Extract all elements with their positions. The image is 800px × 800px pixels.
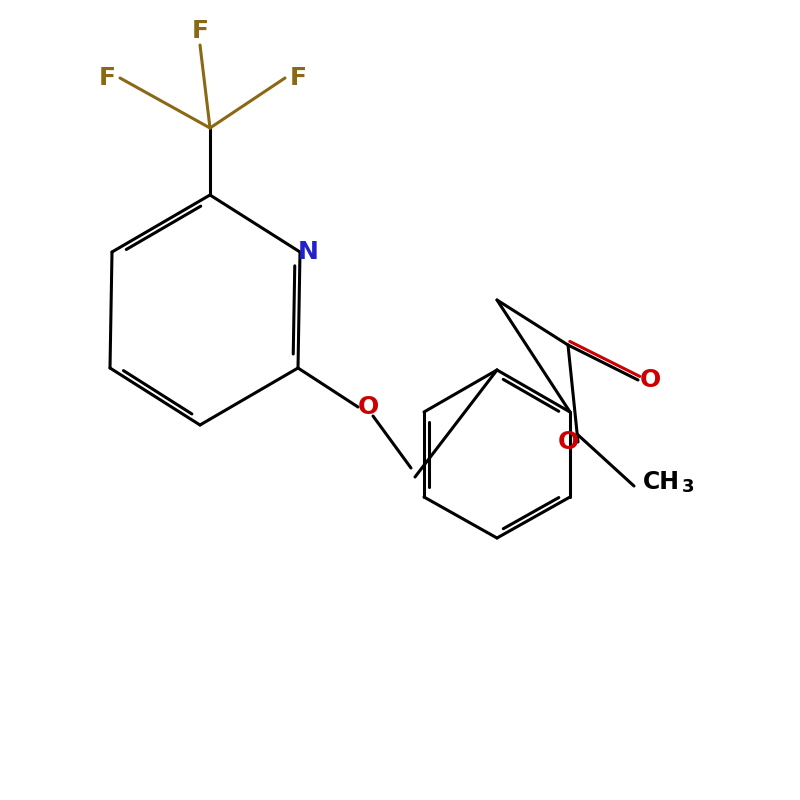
Text: N: N [298,240,318,264]
Text: F: F [290,66,306,90]
Text: CH: CH [643,470,680,494]
Text: F: F [191,19,209,43]
Text: 3: 3 [682,478,694,496]
Text: O: O [558,430,578,454]
Text: O: O [358,395,378,419]
Text: F: F [98,66,115,90]
Text: O: O [639,368,661,392]
